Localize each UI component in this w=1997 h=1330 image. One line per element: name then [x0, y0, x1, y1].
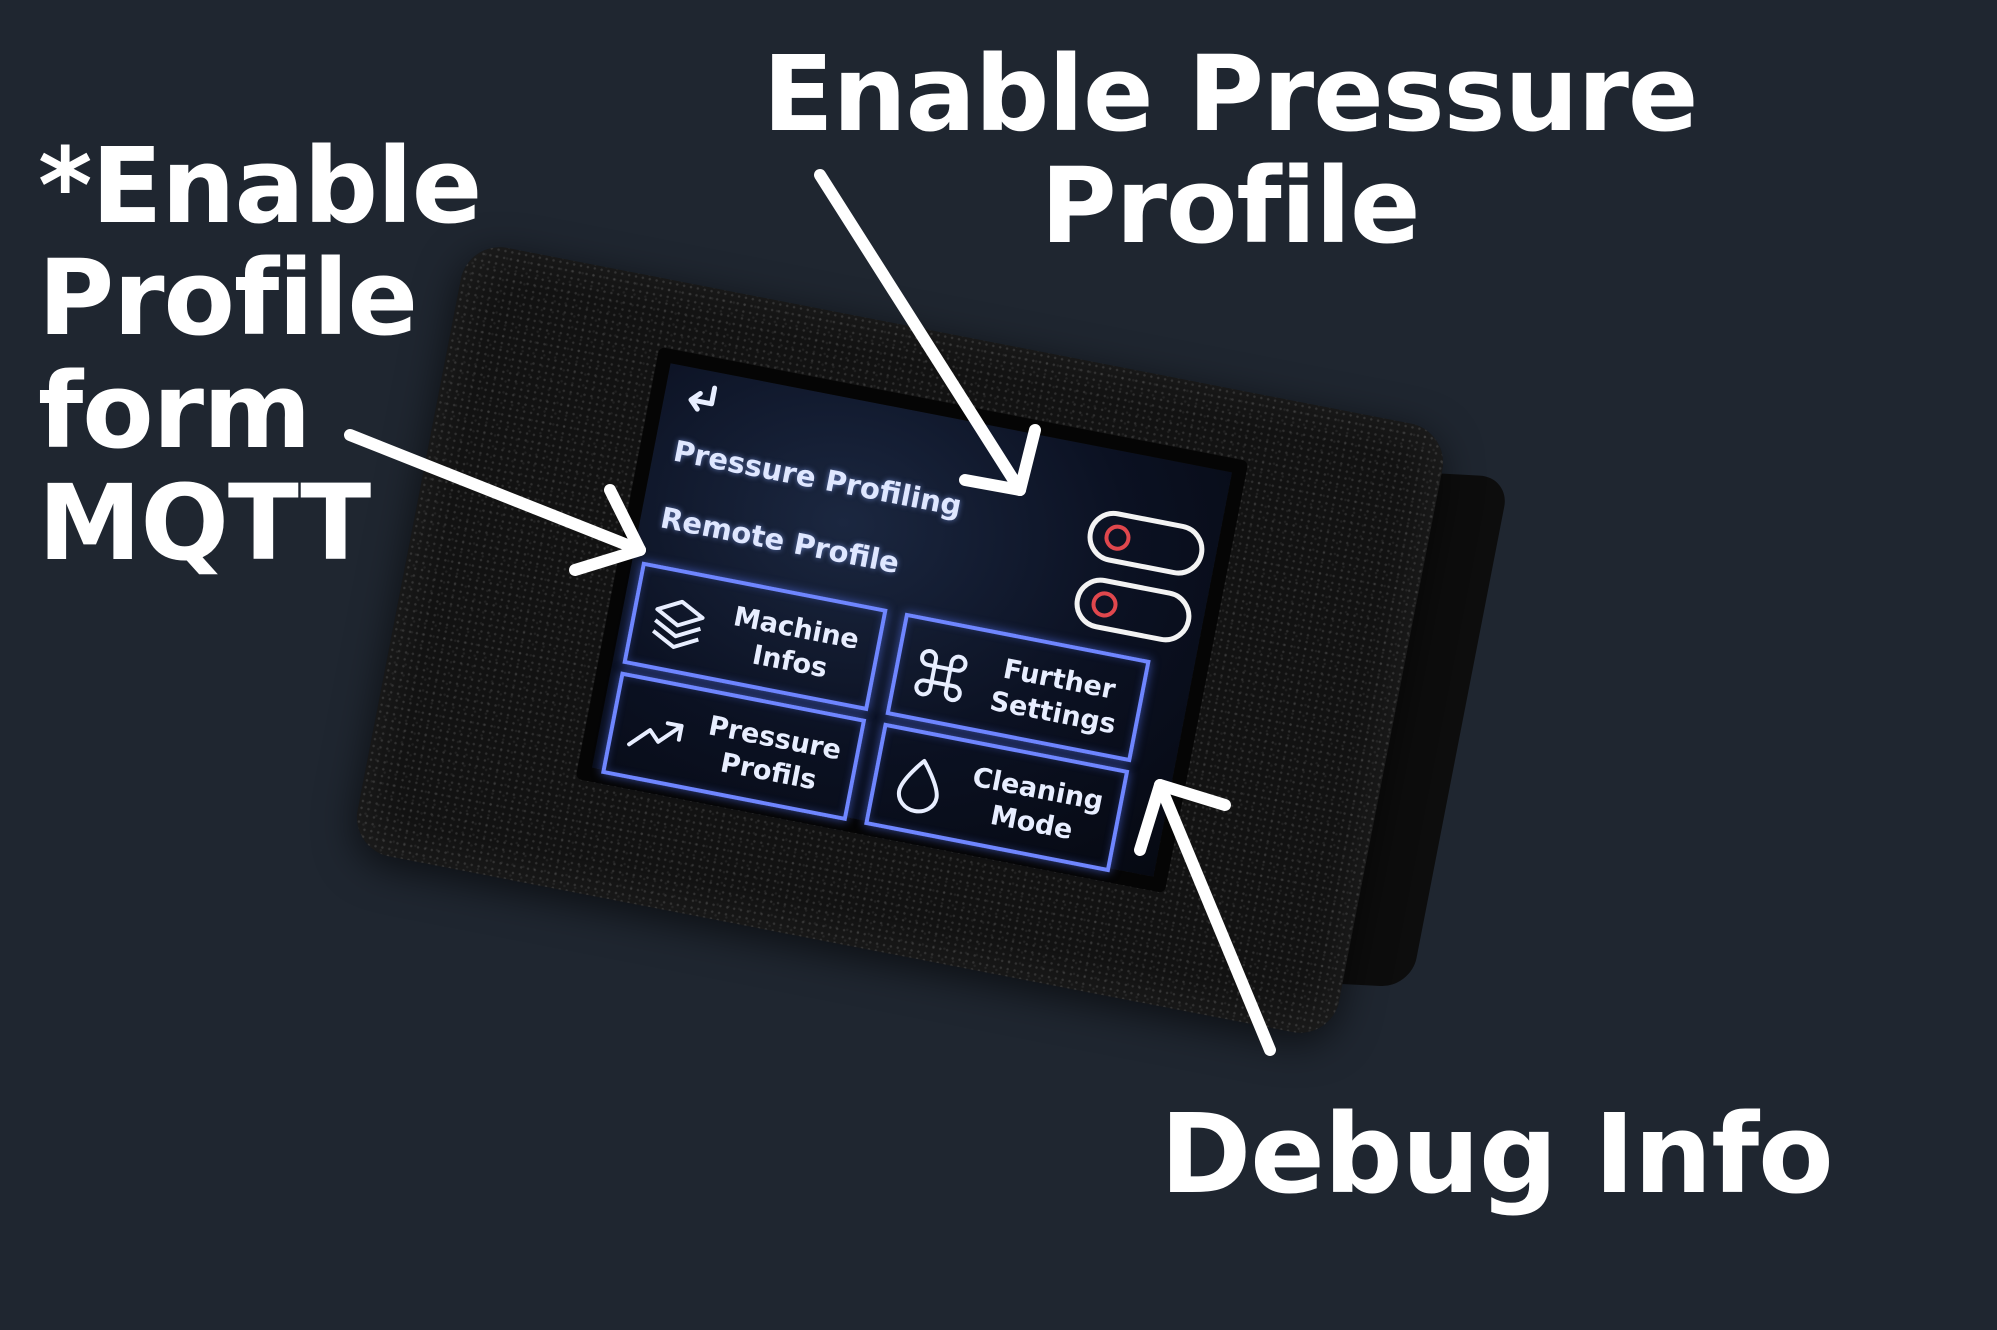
callout-line: Profile: [1040, 145, 1420, 268]
trending-up-icon: [627, 721, 684, 747]
layers-icon: [651, 599, 705, 649]
pressure-profiling-toggle[interactable]: [1083, 506, 1209, 581]
back-arrow-icon[interactable]: [679, 376, 726, 423]
tile-label: Machine Infos: [708, 597, 878, 694]
callout-enable-pressure-profile: Enable Pressure Profile: [640, 38, 1820, 263]
callout-line: form: [38, 349, 311, 472]
further-settings-button[interactable]: Further Settings: [885, 612, 1151, 763]
remote-profile-toggle[interactable]: [1070, 573, 1196, 647]
callout-line: MQTT: [38, 461, 371, 584]
tile-label: Pressure Profils: [687, 707, 857, 804]
tile-label: Further Settings: [971, 648, 1141, 745]
droplet-icon: [896, 758, 939, 814]
callout-debug-info: Debug Info: [1160, 1090, 1834, 1218]
pressure-profils-button[interactable]: Pressure Profils: [601, 671, 867, 822]
callout-line: *Enable: [38, 125, 482, 247]
tile-label: Cleaning Mode: [950, 758, 1120, 855]
command-icon: [914, 649, 968, 703]
callout-line: Enable Pressure: [762, 33, 1699, 155]
touch-screen: Pressure Profiling Remote Profile Machin…: [575, 346, 1249, 894]
callout-enable-profile-mqtt: *Enable Profile form MQTT: [38, 125, 598, 584]
callout-line: Profile: [38, 237, 418, 360]
machine-infos-button[interactable]: Machine Infos: [622, 561, 888, 712]
toggle-knob: [1102, 522, 1133, 553]
toggle-knob: [1089, 589, 1120, 620]
cleaning-mode-button[interactable]: Cleaning Mode: [864, 722, 1130, 873]
